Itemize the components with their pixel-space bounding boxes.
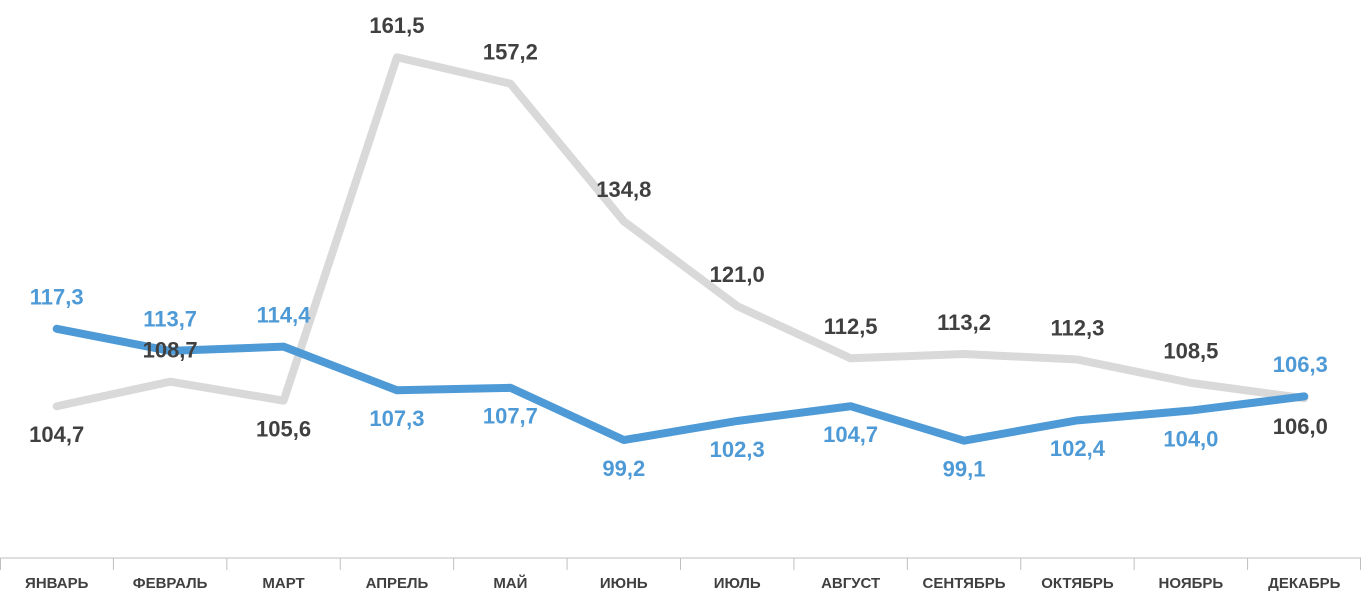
x-tick-label: СЕНТЯБРЬ	[923, 575, 1006, 592]
data-label: 114,4	[257, 302, 312, 327]
series-line	[52, 53, 1309, 411]
x-tick-label: ЯНВАРЬ	[25, 575, 89, 592]
data-label: 112,5	[824, 314, 878, 339]
x-tick-label: МАЙ	[493, 574, 527, 592]
data-label: 99,2	[602, 456, 645, 481]
data-label: 107,7	[483, 404, 538, 429]
data-label: 102,4	[1050, 436, 1106, 461]
data-label: 99,1	[943, 456, 986, 481]
data-label: 104,0	[1163, 426, 1218, 451]
x-tick-label: ИЮНЬ	[600, 575, 648, 592]
data-label: 108,7	[143, 337, 198, 362]
data-label: 117,3	[30, 285, 84, 310]
x-tick-label: ФЕВРАЛЬ	[133, 575, 208, 592]
data-label: 105,6	[256, 417, 311, 442]
data-label: 104,7	[823, 422, 878, 447]
data-label: 112,3	[1051, 315, 1105, 340]
data-label: 113,2	[937, 310, 991, 335]
data-label: 108,5	[1163, 339, 1218, 364]
x-tick-label: ОКТЯБРЬ	[1041, 575, 1114, 592]
data-label: 102,3	[710, 437, 765, 462]
x-tick-label: МАРТ	[262, 575, 304, 592]
data-label: 157,2	[483, 39, 538, 64]
x-tick-label: АПРЕЛЬ	[366, 575, 429, 592]
data-label: 161,5	[369, 13, 424, 38]
x-tick-label: АВГУСТ	[821, 575, 880, 592]
data-label: 121,0	[710, 262, 765, 287]
data-label: 106,0	[1273, 414, 1328, 439]
data-label: 104,7	[29, 422, 84, 447]
series-line	[52, 324, 1309, 445]
x-tick-label: НОЯБРЬ	[1159, 575, 1224, 592]
x-tick-label: ДЕКАБРЬ	[1268, 575, 1340, 592]
data-label: 106,3	[1273, 352, 1328, 377]
data-label: 107,3	[369, 406, 424, 431]
data-label: 113,7	[143, 307, 197, 332]
x-tick-label: ИЮЛЬ	[714, 575, 761, 592]
data-label: 134,8	[596, 177, 651, 202]
